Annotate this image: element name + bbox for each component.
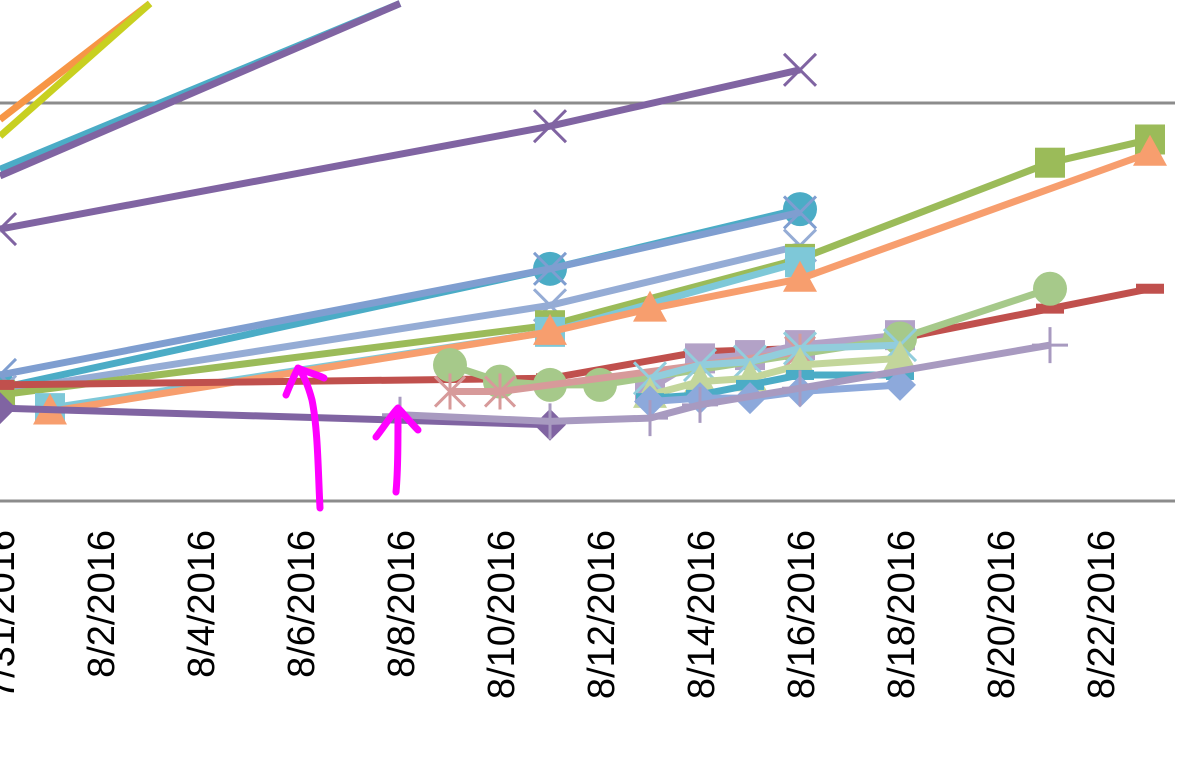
- x-tick-label: 8/4/2016: [181, 530, 223, 678]
- data-point: [782, 370, 818, 407]
- x-tick-label: 8/16/2016: [781, 530, 823, 699]
- data-point: [1133, 134, 1167, 166]
- x-axis: 7/31/2016 8/2/2016 8/4/2016 8/6/2016 8/8/201…: [0, 530, 1123, 699]
- data-point: [1136, 283, 1164, 294]
- data-point: [633, 290, 667, 322]
- data-point: [782, 52, 818, 87]
- data-point: [1036, 303, 1064, 314]
- x-tick-label: 8/20/2016: [981, 530, 1023, 699]
- x-tick-label: 8/22/2016: [1081, 530, 1123, 699]
- x-tick-label: 7/31/2016: [0, 530, 23, 699]
- x-tick-label: 8/12/2016: [581, 530, 623, 699]
- data-point: [433, 373, 467, 410]
- data-point: [0, 392, 16, 425]
- x-tick-label: 8/18/2016: [881, 530, 923, 699]
- series-20: [382, 327, 1068, 440]
- data-point: [532, 251, 568, 286]
- data-point: [884, 368, 916, 401]
- data-point: [883, 340, 917, 372]
- data-point: [783, 192, 817, 227]
- data-point: [433, 348, 467, 383]
- data-point: [683, 363, 717, 395]
- gridlines: [0, 101, 1175, 503]
- data-point: [1035, 147, 1065, 178]
- data-point: [0, 379, 14, 390]
- series-0: [0, 52, 818, 247]
- x-tick-label: 8/2/2016: [81, 530, 123, 678]
- x-tick-label: 8/10/2016: [481, 530, 523, 699]
- data-point: [783, 260, 817, 292]
- data-point: [1032, 327, 1068, 364]
- series-10: [33, 134, 1167, 425]
- x-tick-label: 8/6/2016: [281, 530, 323, 678]
- data-point: [0, 211, 18, 247]
- x-tick-label: 8/14/2016: [681, 530, 723, 699]
- series-line: [0, 404, 551, 429]
- annotation-layer: [282, 364, 422, 512]
- data-point: [782, 195, 818, 230]
- series-line: [0, 0, 153, 139]
- data-point: [583, 367, 617, 402]
- series-line: [0, 0, 402, 180]
- data-point: [1033, 271, 1067, 306]
- data-point: [533, 313, 567, 345]
- x-tick-label: 8/8/2016: [381, 530, 423, 678]
- data-point: [632, 400, 668, 437]
- annotation-arrow: [372, 404, 422, 496]
- annotation-arrow: [282, 364, 328, 512]
- data-point: [483, 373, 517, 410]
- series-2: [0, 0, 402, 180]
- series-4: [0, 0, 153, 139]
- series-line: [399, 341, 1051, 425]
- series-line: [0, 66, 801, 233]
- data-point: [682, 386, 718, 423]
- data-point: [532, 109, 568, 144]
- data-point: [532, 403, 568, 440]
- series-layer: [0, 0, 1167, 441]
